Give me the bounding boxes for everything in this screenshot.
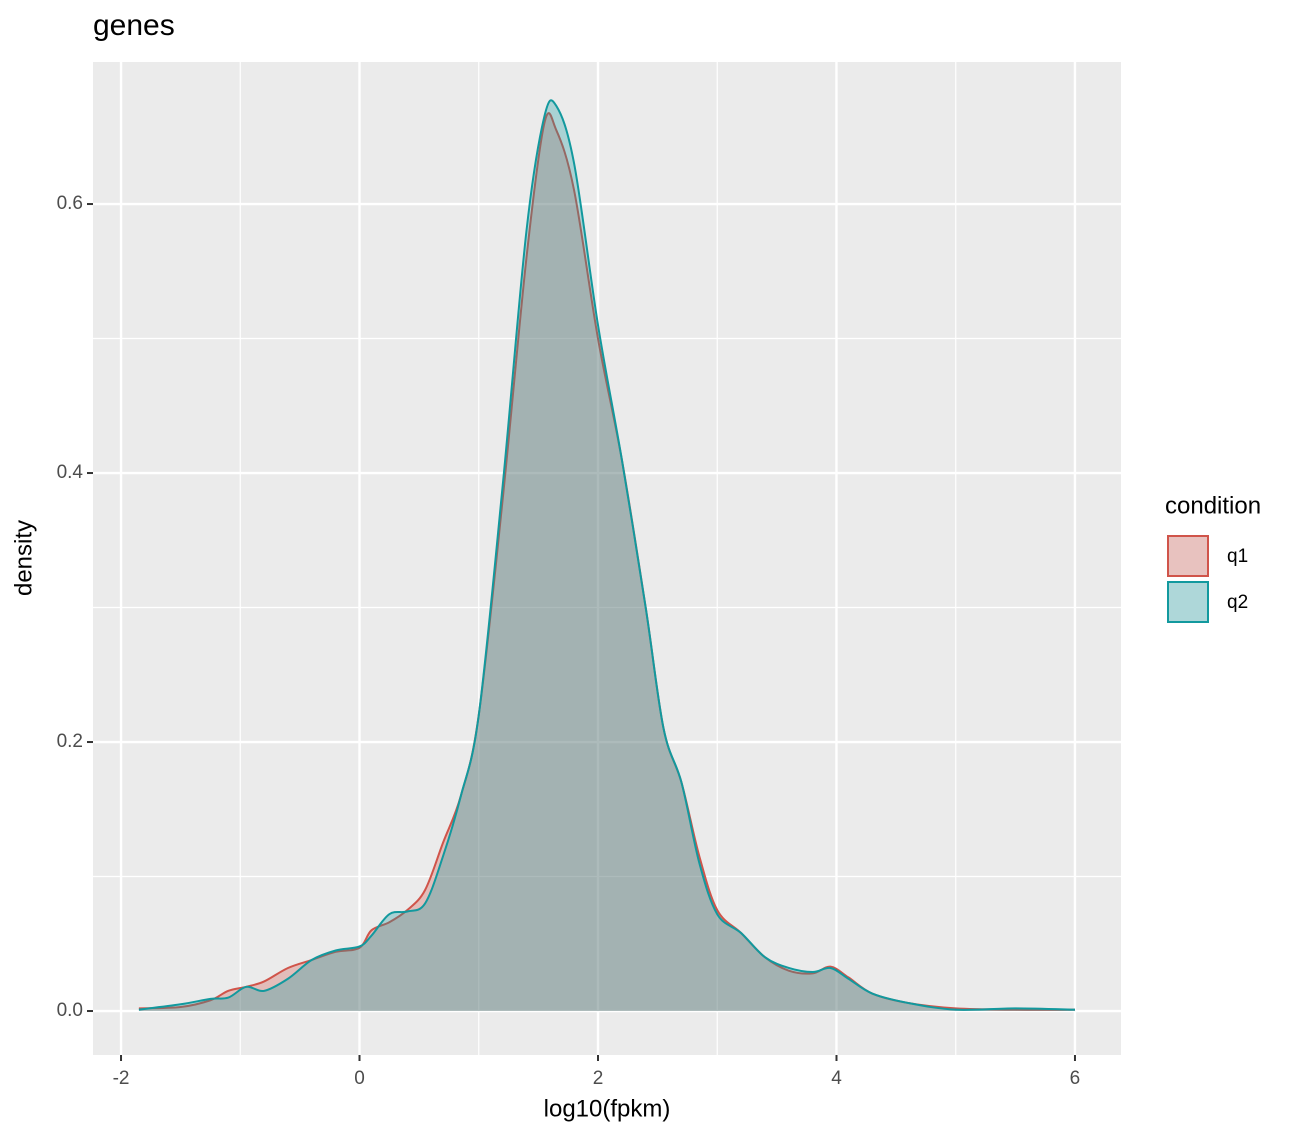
legend-label: q2 bbox=[1227, 592, 1248, 613]
legend-label: q1 bbox=[1227, 546, 1248, 567]
y-tick-label: 0.0 bbox=[57, 1000, 83, 1021]
y-axis-label: density bbox=[10, 520, 37, 596]
x-tick-label: 6 bbox=[1070, 1068, 1081, 1089]
legend-title: condition bbox=[1165, 492, 1261, 519]
x-tick-label: 0 bbox=[354, 1068, 365, 1089]
x-tick-label: -2 bbox=[113, 1068, 130, 1089]
density-area bbox=[138, 100, 1075, 1012]
y-tick-label: 0.4 bbox=[57, 462, 84, 483]
x-tick-label: 4 bbox=[831, 1068, 842, 1089]
chart-title: genes bbox=[93, 9, 175, 42]
x-tick-label: 2 bbox=[593, 1068, 604, 1089]
y-tick-label: 0.6 bbox=[57, 193, 83, 214]
x-axis-label: log10(fpkm) bbox=[544, 1095, 671, 1122]
legend-swatch bbox=[1167, 581, 1209, 623]
legend-swatch-bg bbox=[1167, 581, 1209, 623]
panel bbox=[93, 62, 1121, 1055]
y-tick-label: 0.2 bbox=[57, 731, 83, 752]
density-area bbox=[138, 113, 1075, 1012]
legend-swatch bbox=[1167, 535, 1209, 577]
legend-swatch-bg bbox=[1167, 535, 1209, 577]
density-line bbox=[138, 99, 1075, 1011]
